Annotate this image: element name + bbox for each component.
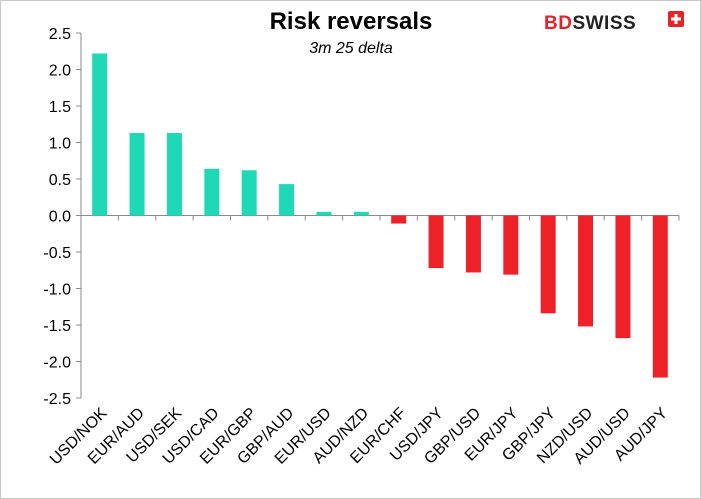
y-tick-label: -2.0 (43, 355, 71, 372)
bdswiss-logo: BDSWISS (544, 11, 684, 34)
y-tick-label: -1.5 (43, 318, 71, 335)
bar-gbp-aud (279, 184, 295, 216)
bar-gbp-usd (465, 215, 481, 273)
category-labels: USD/NOKEUR/AUDUSD/SEKUSD/CADEUR/GBPGBP/A… (47, 405, 671, 469)
bar-aud-usd (615, 215, 631, 339)
bar-usd-jpy (428, 215, 444, 269)
y-tick-label: -2.5 (43, 391, 71, 408)
bar-eur-aud (129, 133, 145, 216)
logo-bd: BD (544, 13, 572, 34)
y-tick-label: 2.5 (49, 26, 71, 43)
bar-eur-usd (316, 211, 332, 216)
bars (92, 53, 668, 378)
bar-usd-sek (166, 133, 182, 216)
bar-eur-jpy (503, 215, 519, 275)
bar-usd-nok (92, 53, 108, 216)
bar-aud-nzd (353, 211, 369, 216)
chart-title: Risk reversals (270, 8, 433, 35)
y-tick-label: 0.5 (49, 172, 71, 189)
bar-gbp-jpy (540, 215, 556, 314)
y-tick-label: -1.0 (43, 282, 71, 299)
bar-eur-chf (391, 215, 407, 224)
y-tick-label: 2.0 (49, 63, 71, 80)
bar-aud-jpy (652, 215, 668, 378)
y-tick-label: 1.0 (49, 136, 71, 153)
bar-usd-cad (204, 168, 220, 216)
logo-swiss: SWISS (572, 13, 636, 34)
bar-nzd-usd (578, 215, 594, 327)
swiss-cross-icon (668, 11, 684, 27)
y-tick-label: -0.5 (43, 245, 71, 262)
y-tick-label: 0.0 (49, 209, 71, 226)
logo-wordmark: BDSWISS (544, 13, 636, 34)
bar-eur-gbp (241, 170, 257, 216)
y-tick-label: 1.5 (49, 99, 71, 116)
chart-subtitle: 3m 25 delta (309, 40, 393, 57)
